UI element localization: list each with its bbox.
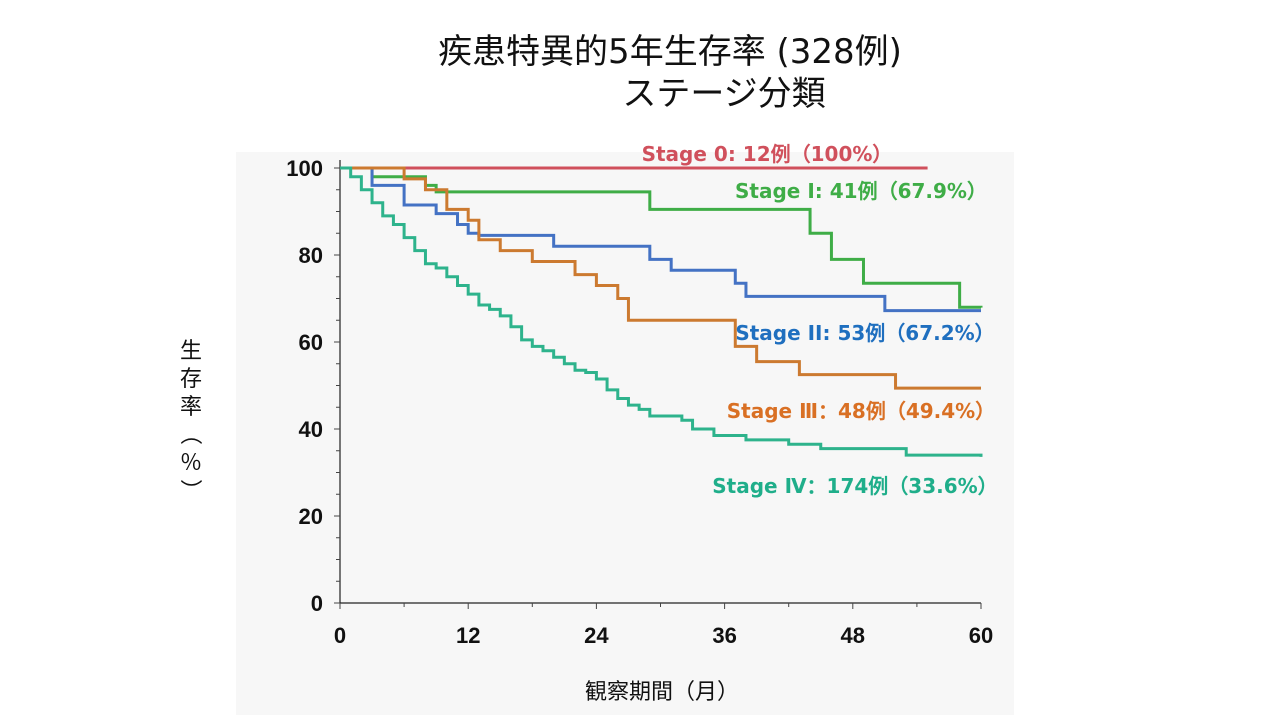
series-line-3	[340, 166, 981, 390]
series-line-1	[340, 166, 983, 309]
x-tick-label: 12	[456, 623, 480, 648]
y-axis-label-char: 率	[180, 395, 202, 420]
x-tick-label: 24	[584, 623, 609, 648]
y-axis-label-char: 存	[180, 367, 202, 392]
x-tick-label: 0	[334, 623, 346, 648]
chart-title: 疾患特異的5年生存率 (328例)	[438, 32, 902, 72]
series-label-1: Stage I: 41例（67.9%）	[735, 179, 987, 203]
series-line-2	[340, 166, 981, 313]
x-tick-label: 60	[969, 623, 993, 648]
series-label-2: Stage II: 53例（67.2%）	[735, 321, 994, 345]
y-tick-label: 80	[299, 243, 323, 268]
x-tick-label: 48	[841, 623, 865, 648]
y-axis-label-char: 生	[180, 339, 202, 364]
x-tick-label: 36	[712, 623, 736, 648]
y-tick-label: 0	[311, 591, 323, 616]
y-tick-label: 20	[299, 504, 323, 529]
y-axis-label: 生存率 （ ％ ）	[177, 339, 202, 501]
y-tick-label: 40	[299, 417, 323, 442]
x-axis-label: 観察期間（月）	[585, 680, 739, 705]
series-line-4	[340, 166, 983, 457]
series-label-4: Stage Ⅳ：174例（33.6%）	[712, 474, 997, 498]
y-tick-label: 60	[299, 330, 323, 355]
chart-subtitle: ステージ分類	[622, 74, 826, 114]
series-label-3: Stage Ⅲ：48例（49.4%）	[727, 399, 995, 423]
y-tick-label: 100	[286, 156, 323, 181]
y-axis-label-char: ）	[177, 479, 202, 501]
series-label-0: Stage 0: 12例（100%）	[642, 142, 893, 166]
y-axis-label-char: ％	[180, 451, 202, 476]
y-axis-label-char: （	[177, 423, 202, 445]
